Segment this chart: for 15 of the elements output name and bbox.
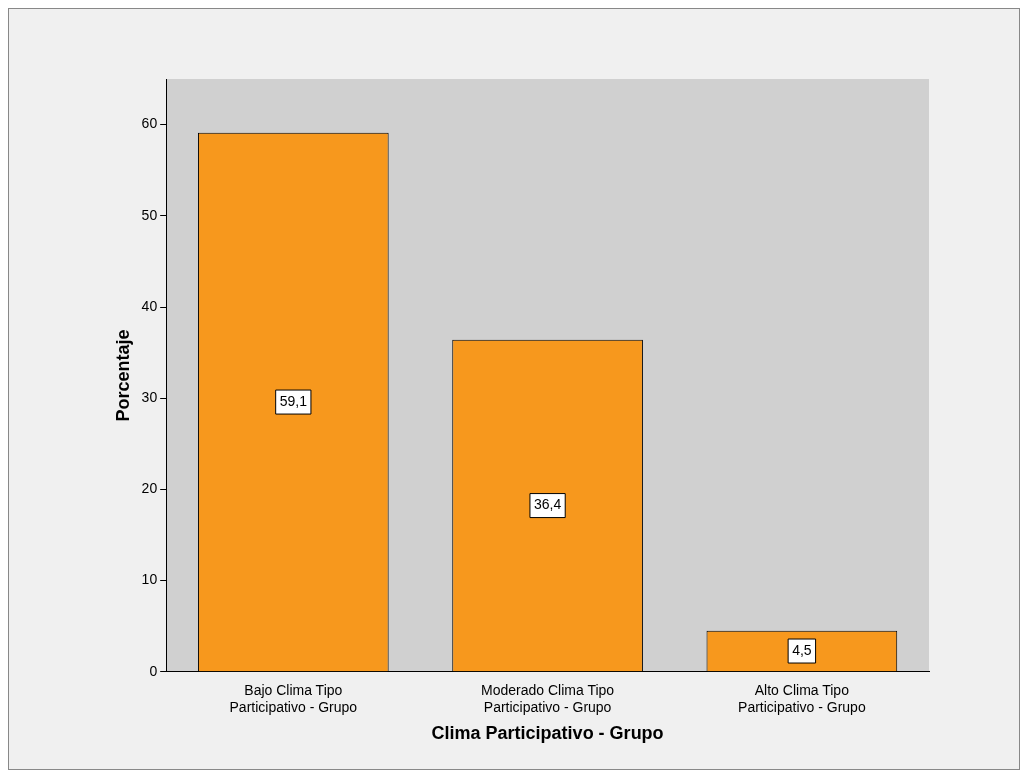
data-label: 59,1 bbox=[279, 392, 308, 409]
y-tick-label: 20 bbox=[141, 480, 158, 497]
y-tick-label: 0 bbox=[149, 662, 158, 679]
y-tick-label: 30 bbox=[141, 389, 158, 406]
y-tick-label: 60 bbox=[141, 115, 158, 132]
y-tick-label: 10 bbox=[141, 571, 158, 588]
y-tick-label: 50 bbox=[141, 206, 158, 223]
data-label: 4,5 bbox=[792, 641, 812, 658]
x-tick-label: Moderado Clima Tipo Participativo - Grupo bbox=[481, 682, 615, 715]
x-tick-label: Bajo Clima Tipo Participativo - Grupo bbox=[229, 682, 358, 715]
y-tick-label: 40 bbox=[141, 297, 158, 314]
data-label: 36,4 bbox=[533, 496, 562, 513]
y-axis-title: Porcentaje bbox=[112, 329, 133, 422]
x-axis-title: Clima Participativo - Grupo bbox=[431, 723, 664, 744]
x-tick-label: Alto Clima Tipo Participativo - Grupo bbox=[738, 682, 866, 715]
